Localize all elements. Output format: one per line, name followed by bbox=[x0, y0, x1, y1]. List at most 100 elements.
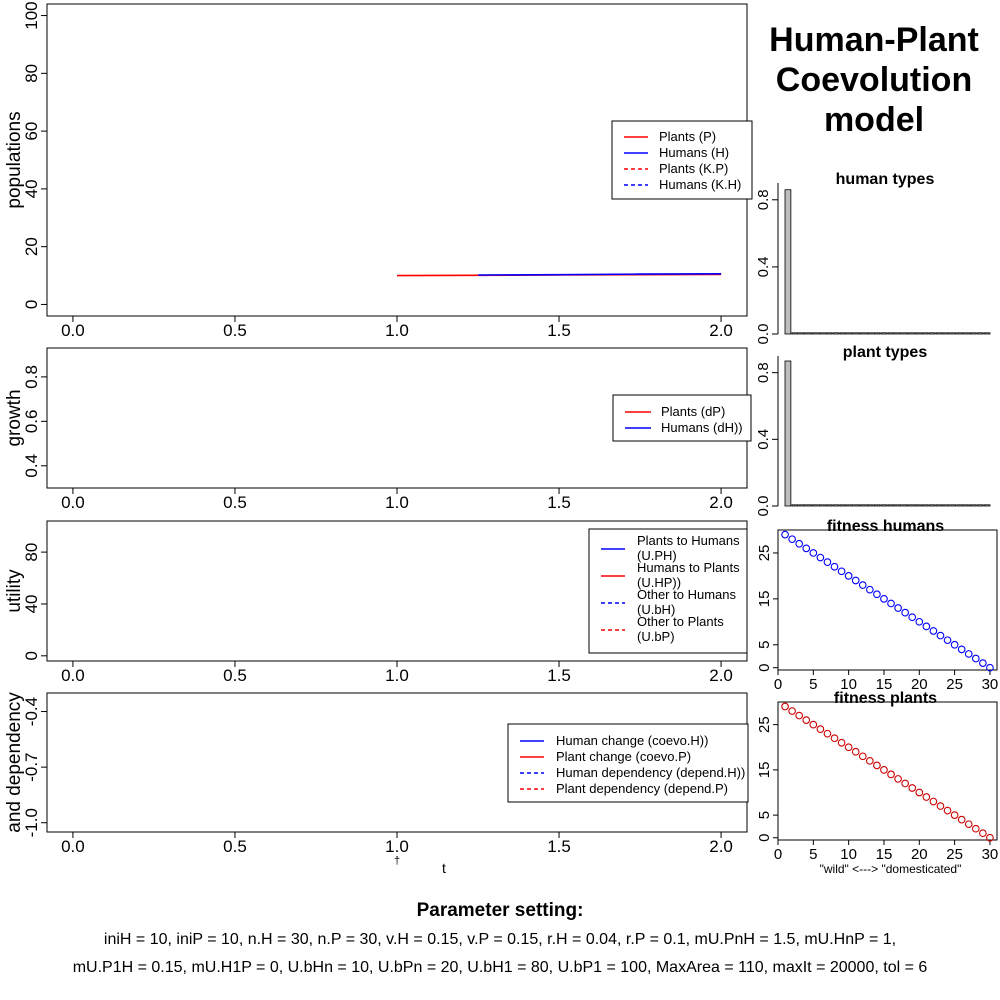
utility-legend-label: Other to Plants bbox=[637, 614, 724, 629]
utility-legend-label: Other to Humans bbox=[637, 587, 736, 602]
fitness_humans-point bbox=[837, 567, 846, 576]
populations-ytick-label: 20 bbox=[22, 237, 41, 256]
fitness_humans-point bbox=[830, 562, 839, 571]
human_types-bar bbox=[784, 189, 792, 335]
populations-ytick-label: 0 bbox=[22, 300, 41, 309]
growth-xtick-label: 1.0 bbox=[385, 493, 409, 512]
time-marker: † bbox=[394, 855, 400, 867]
fitness_humans-point bbox=[858, 581, 867, 589]
fitness_plants-point bbox=[986, 833, 994, 842]
human_types-bar bbox=[915, 332, 922, 335]
utility-legend-label: Humans to Plants bbox=[637, 560, 740, 575]
fitness_plants-point bbox=[950, 811, 959, 819]
populations-legend-label: Plants (K.P) bbox=[659, 161, 728, 176]
plant_types-bar bbox=[832, 504, 840, 507]
populations-xtick-label: 2.0 bbox=[709, 321, 733, 340]
fitness_plants-point bbox=[880, 766, 888, 774]
dependency-xtick-label: 0.5 bbox=[223, 837, 247, 856]
plant_types-bar bbox=[963, 504, 970, 507]
human_types-bar bbox=[812, 332, 819, 335]
human_types-ytick-label: 0.0 bbox=[755, 324, 772, 345]
fitness_plants-point bbox=[894, 775, 902, 783]
human_types-title: human types bbox=[836, 171, 935, 188]
fitness_plants-point bbox=[887, 770, 895, 779]
growth-legend-box bbox=[612, 394, 752, 442]
plant_types-bar bbox=[805, 504, 812, 507]
human_types-ytick-label: 0.4 bbox=[755, 256, 772, 277]
plant_types-bar bbox=[853, 504, 860, 507]
parameter-line-1: iniH = 10, iniP = 10, n.H = 30, n.P = 30… bbox=[103, 931, 897, 948]
human_types-bar bbox=[942, 332, 950, 335]
fitness_humans-point bbox=[901, 608, 910, 617]
plant_types-title: plant types bbox=[843, 344, 928, 361]
fitness_humans-point bbox=[929, 627, 938, 635]
fitness_humans-point bbox=[795, 539, 804, 548]
human_types-bar bbox=[901, 332, 909, 335]
human_types-bar bbox=[928, 332, 936, 335]
plant_types-ytick-label: 0.4 bbox=[755, 429, 772, 450]
human_types-bar bbox=[908, 332, 915, 335]
fitness_humans-point bbox=[894, 604, 902, 612]
utility-ytick-label: 0 bbox=[22, 651, 41, 660]
fitness_plants-point bbox=[901, 779, 910, 788]
populations-ytick-label: 40 bbox=[22, 179, 41, 198]
fitness_plants-point bbox=[936, 802, 945, 810]
fitness_plants-ytick-label: 5 bbox=[756, 811, 773, 819]
fitness_plants-point bbox=[851, 747, 860, 756]
fitness_humans-point bbox=[915, 617, 924, 626]
growth-legend-label: Humans (dH)) bbox=[661, 420, 743, 435]
dependency-xtick-label: 2.0 bbox=[709, 837, 733, 856]
fitness_plants-xtick-label: 10 bbox=[840, 846, 857, 863]
plant_types-bar bbox=[784, 360, 792, 507]
growth-ytick-label: 0.8 bbox=[22, 365, 41, 389]
fitness_humans-point bbox=[816, 553, 825, 562]
fitness_plants-point bbox=[929, 797, 938, 806]
utility-xtick-label: 0.5 bbox=[223, 666, 247, 685]
human_types-bar bbox=[956, 332, 963, 335]
fitness_plants-title: fitness plants bbox=[834, 690, 937, 707]
utility-legend-label-cont: (U.HP)) bbox=[637, 575, 681, 590]
human_types-bar bbox=[832, 332, 840, 335]
plant_types-bar bbox=[812, 504, 819, 507]
fitness_humans-ytick-label: 0 bbox=[756, 664, 773, 672]
fitness_plants-xtick-label: 5 bbox=[809, 846, 817, 863]
human_types-bar bbox=[860, 332, 867, 335]
fitness_humans-plot-frame bbox=[777, 529, 998, 671]
fitness_humans-point bbox=[922, 622, 931, 631]
growth-ylabel: growth bbox=[4, 389, 25, 446]
populations-ytick-label: 80 bbox=[22, 64, 41, 83]
dependency-ylabel: and dependency bbox=[4, 692, 25, 833]
plant_types-bar bbox=[818, 504, 826, 507]
plant_types-bar bbox=[860, 504, 867, 507]
main-title: Human-Plant Coevolution model bbox=[752, 20, 996, 140]
plant_types-bar bbox=[921, 504, 929, 507]
fitness_plants-point bbox=[943, 806, 952, 815]
plant_types-bar bbox=[867, 504, 874, 507]
fitness_plants-point bbox=[915, 788, 924, 797]
plant_types-bar bbox=[839, 504, 847, 507]
human_types-bar bbox=[887, 332, 895, 335]
fitness_plants-point bbox=[795, 711, 804, 720]
fitness_plants-xtick-label: 20 bbox=[911, 846, 928, 863]
dependency-xtick-label: 1.5 bbox=[547, 837, 571, 856]
dependency-legend-label: Plant dependency (depend.P) bbox=[556, 781, 728, 796]
main-title-line-3: model bbox=[823, 101, 925, 139]
plant_types-bar bbox=[928, 504, 936, 507]
fitness_humans-xtick-label: 5 bbox=[809, 676, 817, 693]
plant_types-bar bbox=[887, 504, 895, 507]
plant_types-bar bbox=[949, 504, 957, 507]
fitness_humans-ytick-label: 25 bbox=[756, 545, 773, 562]
dependency-legend-label: Human change (coevo.H)) bbox=[556, 733, 708, 748]
fitness_plants-point bbox=[809, 720, 818, 729]
human_types-bar bbox=[970, 332, 977, 335]
human_types-bar bbox=[853, 332, 860, 335]
plant_types-bar bbox=[976, 504, 984, 507]
plant_types-bar bbox=[846, 504, 854, 507]
populations-ytick-label: 60 bbox=[22, 122, 41, 141]
utility-legend-label: Plants to Humans bbox=[637, 533, 740, 548]
plant_types-bar bbox=[970, 504, 977, 507]
utility-xtick-label: 1.0 bbox=[385, 666, 409, 685]
fitness_humans-point bbox=[936, 631, 945, 640]
dependency-xtick-label: 1.0 bbox=[385, 837, 409, 856]
fitness_humans-point bbox=[964, 650, 973, 658]
